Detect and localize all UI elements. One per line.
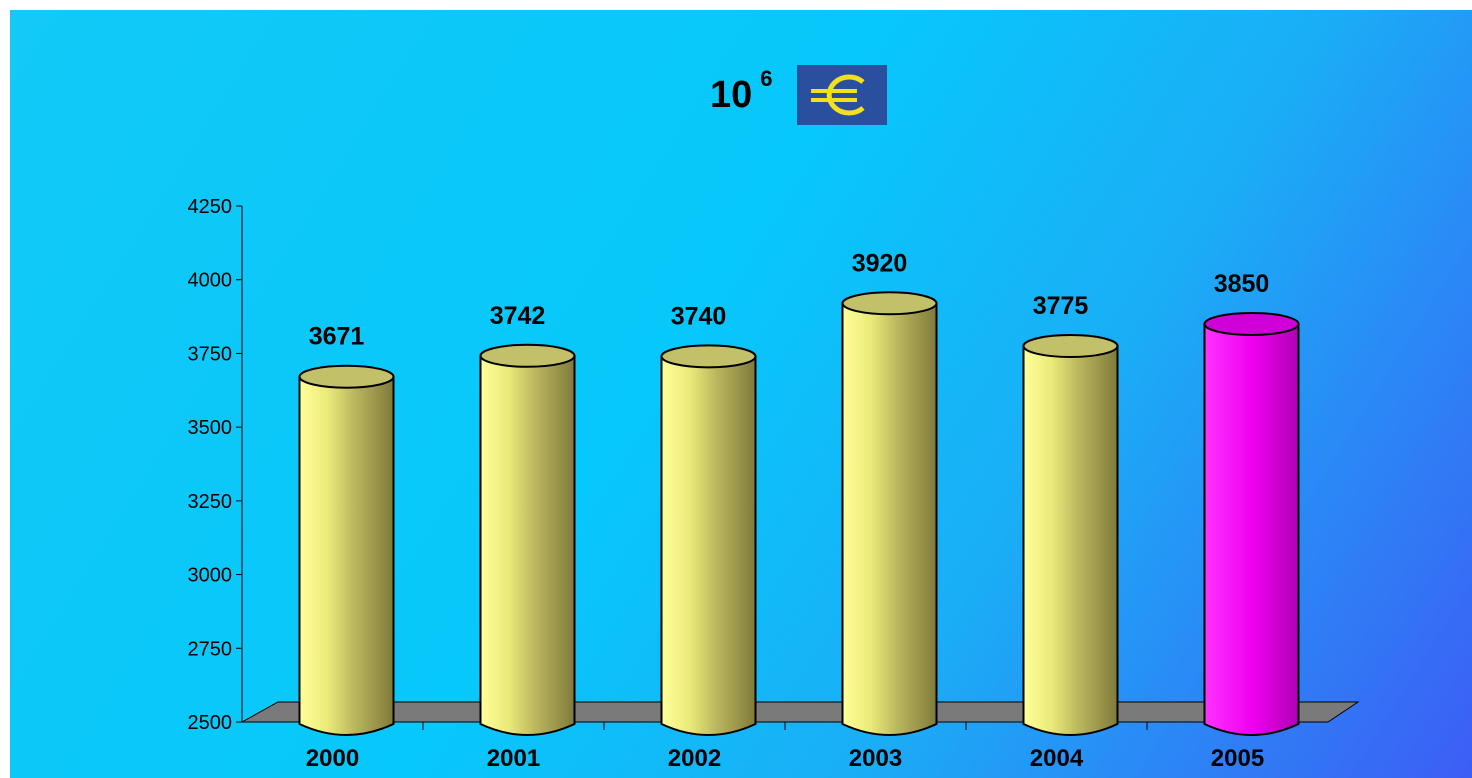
- slide-background: 10 6 2500 2750 3000 3250 3500 3750 4000 4250: [10, 10, 1472, 778]
- data-label: 3850: [1214, 270, 1270, 298]
- y-tick-label: 3000: [188, 565, 233, 587]
- title-exponent: 6: [760, 66, 773, 91]
- y-tick-label: 4000: [188, 270, 233, 292]
- data-label: 3740: [671, 302, 727, 330]
- bar-cap: [660, 344, 757, 369]
- euro-icon: [796, 65, 887, 125]
- data-label: 3742: [490, 302, 546, 330]
- chart-floor: [240, 701, 1360, 723]
- bar-2003: [841, 291, 938, 736]
- bar-cap: [479, 343, 576, 368]
- data-label: 3671: [309, 323, 365, 351]
- y-tick-label: 3500: [188, 417, 233, 439]
- bar-chart: 2500 2750 3000 3250 3500 3750 4000 4250 3671 200…: [188, 196, 1360, 772]
- data-label: 3775: [1033, 292, 1089, 320]
- bar-cap: [1203, 311, 1300, 336]
- x-tick-label: 2001: [487, 745, 540, 772]
- bar-2001: [479, 343, 576, 736]
- x-tick-label: 2002: [668, 745, 721, 772]
- data-label: 3920: [852, 249, 908, 277]
- bar-2002: [660, 344, 757, 736]
- bar-2000: [298, 364, 395, 736]
- x-tick-label: 2003: [849, 745, 902, 772]
- bar-cap: [298, 364, 395, 389]
- bar-body: [1022, 345, 1119, 736]
- y-tick-label: 3750: [188, 343, 233, 365]
- bar-body: [1203, 322, 1300, 736]
- bar-body: [479, 354, 576, 736]
- chart-title: 10 6: [710, 60, 887, 130]
- x-tick-label: 2000: [306, 745, 359, 772]
- bar-2005: [1203, 311, 1300, 736]
- bar-body: [841, 302, 938, 736]
- bar-body: [298, 375, 395, 736]
- bar-cap: [1022, 334, 1119, 359]
- x-tick-label: 2004: [1030, 745, 1084, 772]
- bar-2004: [1022, 334, 1119, 736]
- title-base: 10: [710, 73, 753, 116]
- x-tick-label: 2005: [1211, 745, 1264, 772]
- y-tick-label: 3250: [188, 491, 233, 513]
- y-tick-label: 4250: [188, 196, 233, 218]
- bar-cap: [841, 291, 938, 316]
- y-tick-label: 2500: [188, 712, 233, 734]
- bar-body: [660, 355, 757, 736]
- y-tick-label: 2750: [188, 638, 233, 660]
